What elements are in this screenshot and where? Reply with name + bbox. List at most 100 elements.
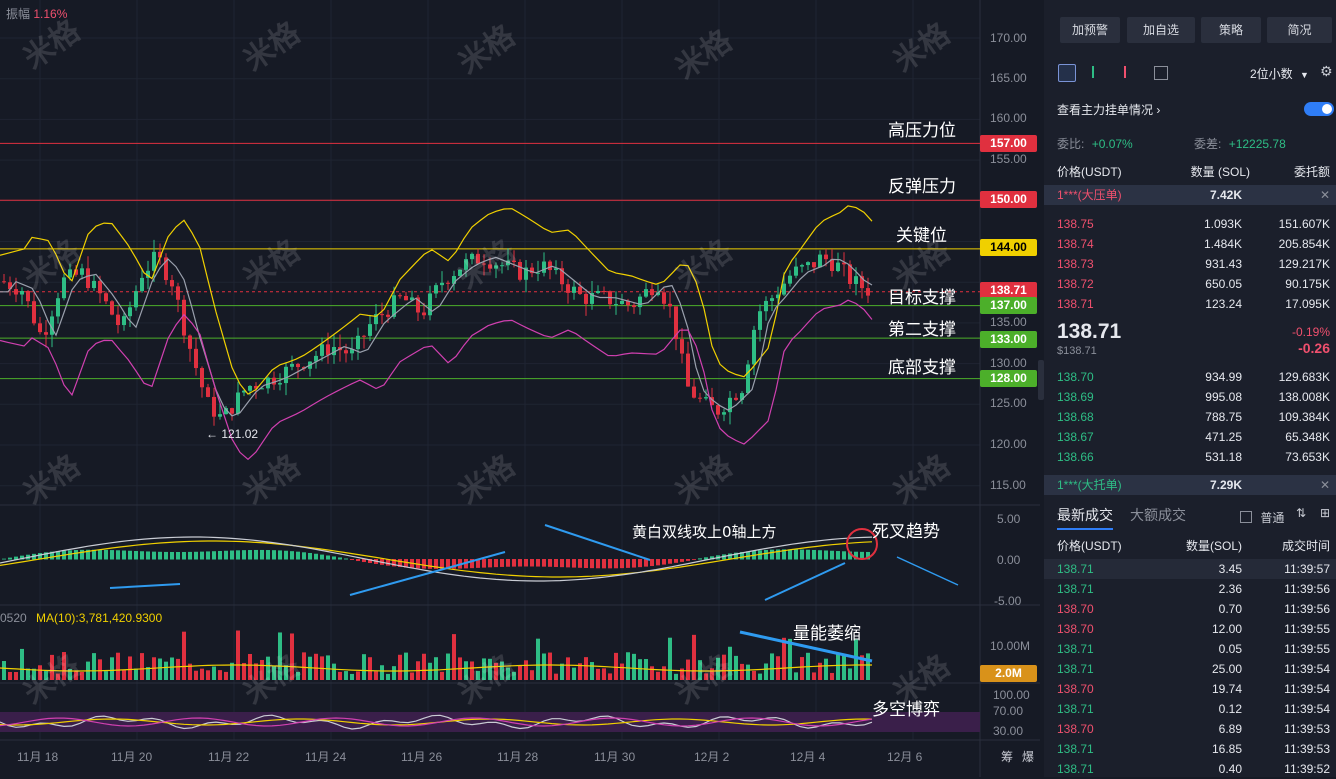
candle-body [830, 259, 834, 271]
bid-qty: 471.25 [1205, 430, 1242, 444]
candle-body [86, 268, 90, 288]
trade-row[interactable]: 138.71 0.40 11:39:52 [1044, 759, 1336, 779]
bid-row[interactable]: 138.66 531.18 73.653K [1044, 447, 1336, 467]
trade-row[interactable]: 138.70 6.89 11:39:53 [1044, 719, 1336, 739]
macd-bar [590, 559, 594, 569]
macd-bar [632, 559, 636, 568]
macd-bar [92, 549, 96, 560]
price-tick: 135.00 [990, 315, 1027, 329]
close-icon[interactable]: ✕ [1319, 188, 1330, 202]
volume-bar [242, 662, 246, 680]
book-both-icon[interactable] [1058, 64, 1076, 82]
volume-bar [32, 668, 36, 680]
big-ask-row[interactable]: 1***(大压单) 7.42K ✕ [1044, 185, 1336, 205]
volume-bar [500, 661, 504, 680]
book-bids-icon[interactable] [1092, 66, 1106, 78]
volume-bar [236, 630, 240, 680]
trade-qty: 16.85 [1211, 742, 1242, 756]
macd-bar [326, 555, 330, 560]
book-header-qty[interactable]: 数量 (SOL) [1190, 165, 1250, 179]
strategy-button[interactable]: 策略 [1201, 17, 1261, 43]
volume-bar [554, 673, 558, 680]
macd-bar [620, 559, 624, 569]
volume-bar [182, 631, 186, 680]
candle-body [272, 377, 276, 385]
macd-bar [110, 550, 114, 560]
tab-latest-trades[interactable]: 最新成交 [1057, 505, 1113, 530]
volume-bar [728, 646, 732, 680]
chart-canvas[interactable] [0, 0, 1040, 777]
trade-row[interactable]: 138.70 12.00 11:39:55 [1044, 619, 1336, 639]
decimals-select[interactable]: 2位小数 ▼ [1250, 65, 1309, 82]
ask-row[interactable]: 138.74 1.484K 205.854K [1044, 234, 1336, 254]
candle-body [476, 253, 480, 264]
book-depth-icon[interactable] [1154, 66, 1168, 80]
candle-body [200, 368, 204, 388]
volume-bar [788, 638, 792, 680]
main-order-link[interactable]: 查看主力挂单情况 › [1057, 101, 1160, 118]
macd-bar [626, 559, 630, 568]
filter-icon[interactable]: ⇅ [1296, 506, 1307, 520]
bid-row[interactable]: 138.68 788.75 109.384K [1044, 407, 1336, 427]
bid-price: 138.67 [1057, 430, 1094, 444]
trade-row[interactable]: 138.70 0.70 11:39:56 [1044, 599, 1336, 619]
macd-bar [848, 551, 852, 560]
ask-row[interactable]: 138.75 1.093K 151.607K [1044, 214, 1336, 234]
macd-bar [368, 559, 372, 564]
volume-bar [686, 659, 690, 680]
ask-row[interactable]: 138.72 650.05 90.175K [1044, 274, 1336, 294]
trade-row[interactable]: 138.71 0.12 11:39:54 [1044, 699, 1336, 719]
candle-body [482, 263, 486, 265]
chip-toggle[interactable]: 筹 [1001, 750, 1014, 764]
trade-row[interactable]: 138.71 0.05 11:39:55 [1044, 639, 1336, 659]
trade-row[interactable]: 138.71 16.85 11:39:53 [1044, 739, 1336, 759]
macd-tick: 5.00 [997, 512, 1021, 526]
trade-row[interactable]: 138.71 2.36 11:39:56 [1044, 579, 1336, 599]
candle-body [350, 349, 354, 354]
expand-icon[interactable]: ⊞ [1320, 506, 1331, 520]
volume-bar [518, 665, 522, 680]
overview-button[interactable]: 简况 [1267, 17, 1332, 43]
candle-body [560, 268, 564, 285]
change-pct: -0.19% [1291, 325, 1330, 339]
kline-chart[interactable]: 振幅 1.16% 170.00 165.00 160.00 155.00 135… [0, 0, 1040, 777]
add-alert-button[interactable]: 加预警 [1060, 17, 1120, 43]
trade-row[interactable]: 138.71 25.00 11:39:54 [1044, 659, 1336, 679]
settings-icon[interactable]: ⚙ [1320, 63, 1333, 79]
macd-bar [842, 551, 846, 560]
volume-tag: 2.0M [980, 665, 1037, 682]
big-bid-row[interactable]: 1***(大托单) 7.29K ✕ [1044, 475, 1336, 495]
ask-row[interactable]: 138.73 931.43 129.217K [1044, 254, 1336, 274]
main-order-toggle[interactable] [1304, 102, 1334, 116]
liquidation-toggle[interactable]: 爆 [1022, 750, 1035, 764]
close-icon[interactable]: ✕ [1319, 478, 1330, 492]
tab-large-trades[interactable]: 大额成交 [1130, 507, 1186, 523]
trade-row[interactable]: 138.71 3.45 11:39:57 [1044, 559, 1336, 579]
macd-bar [608, 559, 612, 569]
normal-checkbox[interactable]: 普通 [1240, 509, 1284, 526]
volume-bar [38, 665, 42, 680]
book-header-price: 价格(USDT) [1057, 165, 1122, 179]
book-asks-icon[interactable] [1124, 66, 1138, 78]
volume-bar [488, 658, 492, 680]
macd-bar [806, 549, 810, 560]
candle-body [722, 412, 726, 415]
trade-row[interactable]: 138.70 19.74 11:39:54 [1044, 679, 1336, 699]
bid-row[interactable]: 138.70 934.99 129.683K [1044, 367, 1336, 387]
volume-bar [68, 669, 72, 680]
bid-row[interactable]: 138.69 995.08 138.008K [1044, 387, 1336, 407]
volume-bar [668, 637, 672, 680]
ask-row[interactable]: 138.71 123.24 17.095K [1044, 294, 1336, 314]
book-header-amount[interactable]: 委托额 [1293, 165, 1330, 179]
macd-bar [74, 550, 78, 560]
ask-amount: 151.607K [1278, 217, 1330, 231]
add-watchlist-button[interactable]: 加自选 [1127, 17, 1195, 43]
bid-price: 138.70 [1057, 370, 1094, 384]
candle-body [758, 311, 762, 330]
trades-header-qty[interactable]: 数量(SOL) [1185, 539, 1242, 553]
macd-bar [218, 550, 222, 560]
panel-resize-handle[interactable] [1038, 360, 1044, 400]
bid-row[interactable]: 138.67 471.25 65.348K [1044, 427, 1336, 447]
volume-bar [188, 663, 192, 680]
candle-body [194, 348, 198, 369]
